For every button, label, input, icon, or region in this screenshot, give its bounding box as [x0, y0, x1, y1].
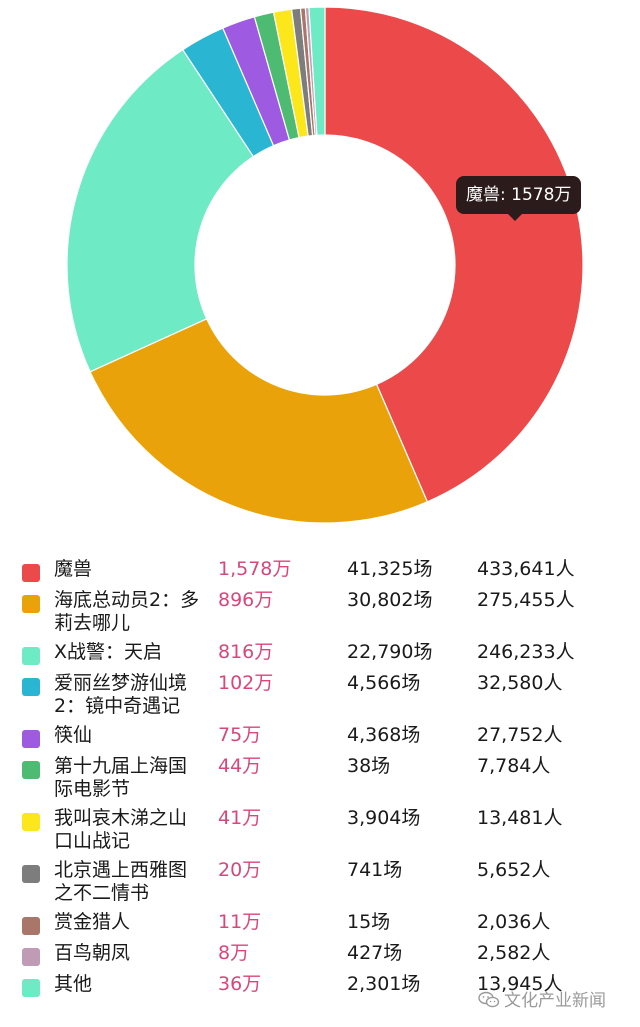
- legend-people: 2,036人: [477, 911, 551, 933]
- legend-people: 246,233人: [477, 641, 575, 663]
- legend-row-1[interactable]: 海底总动员2：多莉去哪儿 896万 30,802场 275,455人: [0, 587, 640, 639]
- legend-name: 筷仙: [54, 724, 93, 746]
- chart-legend: 魔兽 1,578万 41,325场 433,641人 海底总动员2：多莉去哪儿 …: [0, 556, 640, 1002]
- legend-people: 27,752人: [477, 724, 563, 746]
- legend-name: X战警：天启: [54, 641, 163, 663]
- legend-swatch: [22, 564, 40, 582]
- legend-name: 魔兽: [54, 558, 93, 580]
- legend-row-2[interactable]: X战警：天启 816万 22,790场 246,233人: [0, 639, 640, 670]
- legend-people: 2,582人: [477, 942, 551, 964]
- legend-shows: 3,904场: [347, 807, 421, 829]
- legend-swatch: [22, 917, 40, 935]
- legend-shows: 30,802场: [347, 589, 433, 611]
- donut-slice-1[interactable]: [89, 317, 429, 524]
- legend-swatch: [22, 948, 40, 966]
- legend-box-office: 41万: [218, 807, 262, 829]
- legend-row-7[interactable]: 北京遇上西雅图之不二情书 20万 741场 5,652人: [0, 857, 640, 909]
- legend-people: 32,580人: [477, 672, 563, 694]
- donut-chart: [66, 6, 584, 524]
- legend-name: 爱丽丝梦游仙境2：镜中奇遇记: [54, 672, 188, 717]
- legend-swatch: [22, 647, 40, 665]
- legend-people: 433,641人: [477, 558, 575, 580]
- legend-box-office: 20万: [218, 859, 262, 881]
- legend-box-office: 44万: [218, 755, 262, 777]
- legend-name: 赏金猎人: [54, 911, 131, 933]
- legend-people: 13,481人: [477, 807, 563, 829]
- legend-row-6[interactable]: 我叫哀木涕之山口山战记 41万 3,904场 13,481人: [0, 805, 640, 857]
- legend-swatch: [22, 678, 40, 696]
- legend-row-8[interactable]: 赏金猎人 11万 15场 2,036人: [0, 909, 640, 940]
- legend-people: 5,652人: [477, 859, 551, 881]
- legend-shows: 22,790场: [347, 641, 433, 663]
- legend-shows: 4,566场: [347, 672, 421, 694]
- legend-swatch: [22, 730, 40, 748]
- watermark: 文化产业新闻: [478, 986, 606, 1011]
- legend-shows: 741场: [347, 859, 403, 881]
- legend-shows: 427场: [347, 942, 403, 964]
- legend-shows: 15场: [347, 911, 391, 933]
- legend-shows: 4,368场: [347, 724, 421, 746]
- legend-shows: 38场: [347, 755, 391, 777]
- legend-swatch: [22, 761, 40, 779]
- legend-people: 13,945人: [477, 973, 563, 995]
- legend-box-office: 8万: [218, 942, 250, 964]
- legend-shows: 2,301场: [347, 973, 421, 995]
- legend-row-10[interactable]: 其他 36万 2,301场 13,945人: [0, 971, 640, 1002]
- legend-row-9[interactable]: 百鸟朝凤 8万 427场 2,582人: [0, 940, 640, 971]
- legend-people: 7,784人: [477, 755, 551, 777]
- donut-slice-0[interactable]: [324, 6, 584, 503]
- donut-slice-10[interactable]: [308, 6, 326, 136]
- chart-tooltip: 魔兽: 1578万: [456, 176, 582, 221]
- legend-swatch: [22, 865, 40, 883]
- legend-row-3[interactable]: 爱丽丝梦游仙境2：镜中奇遇记 102万 4,566场 32,580人: [0, 670, 640, 722]
- wechat-icon: [478, 991, 500, 1008]
- legend-row-0[interactable]: 魔兽 1,578万 41,325场 433,641人: [0, 556, 640, 587]
- legend-row-4[interactable]: 筷仙 75万 4,368场 27,752人: [0, 722, 640, 753]
- legend-box-office: 36万: [218, 973, 262, 995]
- legend-swatch: [22, 979, 40, 997]
- legend-name: 我叫哀木涕之山口山战记: [54, 807, 188, 852]
- watermark-text: 文化产业新闻: [504, 991, 606, 1011]
- legend-swatch: [22, 813, 40, 831]
- legend-shows: 41,325场: [347, 558, 433, 580]
- legend-box-office: 102万: [218, 672, 274, 694]
- legend-people: 275,455人: [477, 589, 575, 611]
- legend-box-office: 896万: [218, 589, 274, 611]
- legend-name: 海底总动员2：多莉去哪儿: [54, 589, 200, 634]
- legend-row-5[interactable]: 第十九届上海国际电影节 44万 38场 7,784人: [0, 753, 640, 805]
- legend-box-office: 816万: [218, 641, 274, 663]
- legend-swatch: [22, 595, 40, 613]
- donut-slice-2[interactable]: [66, 48, 255, 373]
- legend-box-office: 75万: [218, 724, 262, 746]
- legend-name: 百鸟朝凤: [54, 942, 131, 964]
- legend-name: 第十九届上海国际电影节: [54, 755, 188, 800]
- legend-name: 其他: [54, 973, 93, 995]
- legend-box-office: 11万: [218, 911, 262, 933]
- legend-name: 北京遇上西雅图之不二情书: [54, 859, 188, 904]
- legend-box-office: 1,578万: [218, 558, 292, 580]
